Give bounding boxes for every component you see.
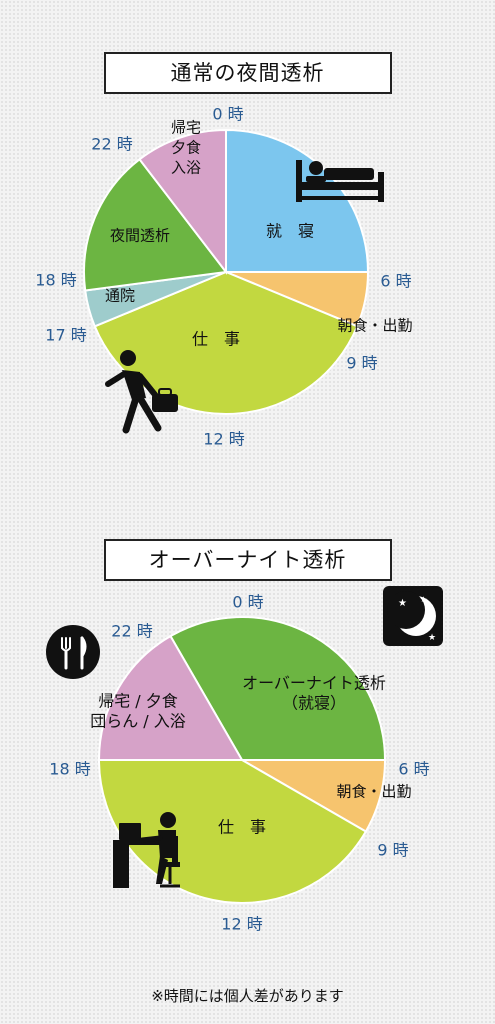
pie-slice <box>138 128 227 275</box>
slice-label: 帰宅 / 夕食 <box>98 692 178 711</box>
slice-label: 帰宅 <box>171 119 201 137</box>
bed-icon <box>296 160 384 202</box>
slice-label: オーバーナイト透析 <box>242 674 386 693</box>
moon-icon: ★ ★ ★ <box>383 586 443 646</box>
svg-text:★: ★ <box>420 595 427 604</box>
slice-label: 夜間透析 <box>110 227 170 245</box>
hour-label: 12 時 <box>221 915 262 934</box>
chart-title-normal: 通常の夜間透析 <box>103 52 392 94</box>
desk-worker-icon <box>113 812 180 888</box>
hour-label: 9 時 <box>377 841 408 860</box>
hour-label: 22 時 <box>111 622 152 641</box>
slice-label: 夕食 <box>171 139 201 157</box>
slice-label: 団らん / 入浴 <box>90 712 186 731</box>
hour-label: 17 時 <box>45 326 86 345</box>
pie-slice <box>97 634 244 761</box>
slice-label: 朝食・出勤 <box>337 317 412 335</box>
businessman-icon <box>105 350 178 434</box>
hour-label: 6 時 <box>398 760 429 779</box>
hour-label: 18 時 <box>35 271 76 290</box>
hour-label: 18 時 <box>49 760 90 779</box>
footnote: ※時間には個人差があります <box>151 987 344 1005</box>
slice-label: 就 寝 <box>266 222 314 241</box>
svg-text:★: ★ <box>398 598 407 609</box>
pie-slice <box>93 270 359 415</box>
slice-label: 仕 事 <box>218 818 266 837</box>
hour-label: 0 時 <box>212 105 243 124</box>
slice-label: （就寝） <box>282 694 346 713</box>
pie-slice <box>169 616 387 761</box>
fork-knife-icon <box>46 625 100 679</box>
pie-chart-overnight <box>97 616 387 904</box>
chart-title-overnight: オーバーナイト透析 <box>103 539 392 581</box>
hour-label: 0 時 <box>232 593 263 612</box>
slice-label: 仕 事 <box>192 330 240 349</box>
slice-label: 朝食・出勤 <box>336 783 411 801</box>
slice-label: 通院 <box>105 287 135 305</box>
slice-label: 入浴 <box>171 159 201 177</box>
hour-label: 22 時 <box>91 135 132 154</box>
hour-label: 12 時 <box>203 430 244 449</box>
pie-slice <box>83 157 228 292</box>
svg-text:★: ★ <box>428 633 436 643</box>
hour-label: 9 時 <box>346 354 377 373</box>
hour-label: 6 時 <box>380 272 411 291</box>
